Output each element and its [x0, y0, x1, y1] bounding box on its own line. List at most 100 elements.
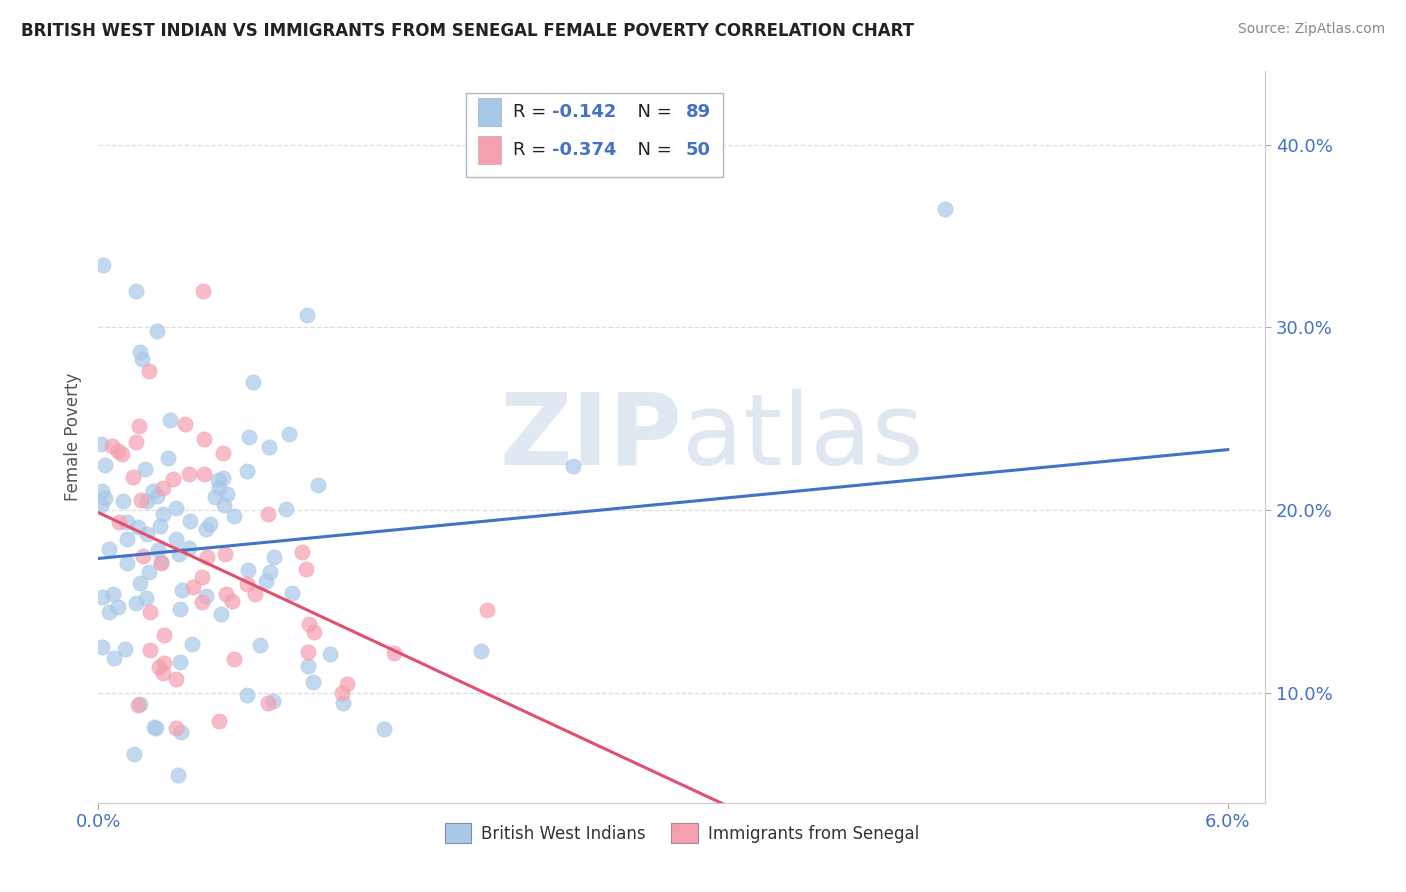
Point — [180, 637, 202, 651]
Point — [98, 605, 121, 619]
Point — [204, 490, 226, 504]
Point — [107, 444, 129, 458]
Point — [139, 605, 162, 619]
Point — [127, 519, 149, 533]
Point — [138, 565, 160, 579]
Point — [211, 446, 233, 460]
Point — [302, 674, 325, 689]
Legend: British West Indians, Immigrants from Senegal: British West Indians, Immigrants from Se… — [439, 817, 925, 849]
Point — [211, 470, 233, 484]
Point — [294, 562, 316, 576]
Point — [149, 556, 172, 570]
Point — [128, 697, 150, 711]
Point — [214, 547, 236, 561]
Point — [142, 720, 165, 734]
Point — [562, 458, 585, 473]
Point — [157, 450, 180, 465]
Text: -0.374: -0.374 — [553, 141, 617, 160]
Point — [152, 656, 174, 670]
FancyBboxPatch shape — [478, 136, 501, 164]
Point — [135, 591, 157, 605]
Point — [145, 721, 167, 735]
Point — [193, 432, 215, 446]
Point — [170, 583, 193, 598]
Point — [276, 502, 298, 516]
Point — [91, 258, 114, 272]
Point — [90, 437, 112, 451]
Point — [208, 714, 231, 728]
Point — [236, 464, 259, 478]
Point — [278, 426, 301, 441]
Point — [208, 481, 231, 495]
Point — [191, 570, 214, 584]
Point — [221, 594, 243, 608]
Point — [198, 516, 221, 531]
Point — [174, 417, 197, 431]
Point — [215, 487, 238, 501]
Point — [170, 725, 193, 739]
Point — [222, 651, 245, 665]
Point — [373, 855, 395, 869]
Point — [122, 470, 145, 484]
Point — [257, 697, 280, 711]
Point — [101, 587, 124, 601]
Point — [97, 542, 120, 557]
Point — [243, 587, 266, 601]
Point — [162, 472, 184, 486]
Text: BRITISH WEST INDIAN VS IMMIGRANTS FROM SENEGAL FEMALE POVERTY CORRELATION CHART: BRITISH WEST INDIAN VS IMMIGRANTS FROM S… — [21, 22, 914, 40]
Point — [297, 659, 319, 673]
Point — [131, 351, 153, 366]
Point — [135, 493, 157, 508]
Point — [259, 565, 281, 579]
Point — [475, 603, 498, 617]
Point — [382, 646, 405, 660]
Point — [209, 607, 232, 622]
Text: 50: 50 — [685, 141, 710, 160]
Point — [148, 660, 170, 674]
Point — [281, 586, 304, 600]
Point — [177, 467, 200, 481]
Point — [193, 467, 215, 481]
Point — [125, 434, 148, 449]
Point — [149, 519, 172, 533]
Point — [146, 325, 169, 339]
Point — [254, 574, 277, 588]
Point — [207, 473, 229, 487]
Text: Source: ZipAtlas.com: Source: ZipAtlas.com — [1237, 22, 1385, 37]
Point — [195, 549, 218, 564]
Y-axis label: Female Poverty: Female Poverty — [63, 373, 82, 501]
Point — [125, 597, 148, 611]
Point — [153, 627, 176, 641]
Point — [194, 589, 217, 603]
Point — [212, 498, 235, 512]
Point — [335, 676, 357, 690]
Point — [108, 515, 131, 529]
Point — [169, 548, 191, 562]
Point — [302, 624, 325, 639]
Point — [114, 642, 136, 657]
Point — [115, 533, 138, 547]
Point — [319, 647, 342, 661]
Point — [94, 491, 117, 506]
Text: 89: 89 — [685, 103, 710, 121]
Point — [134, 461, 156, 475]
Text: R =: R = — [513, 103, 551, 121]
Point — [90, 640, 112, 654]
Point — [159, 412, 181, 426]
Point — [132, 549, 155, 564]
Point — [263, 550, 285, 565]
Text: R =: R = — [513, 141, 551, 160]
Text: N =: N = — [626, 141, 678, 160]
Point — [169, 601, 191, 615]
Point — [297, 309, 319, 323]
Text: atlas: atlas — [682, 389, 924, 485]
Point — [307, 478, 329, 492]
Point — [152, 481, 174, 495]
Point — [122, 747, 145, 761]
Point — [165, 721, 187, 735]
Point — [332, 696, 354, 710]
Point — [128, 418, 150, 433]
Point — [129, 575, 152, 590]
Point — [183, 580, 205, 594]
Point — [291, 544, 314, 558]
